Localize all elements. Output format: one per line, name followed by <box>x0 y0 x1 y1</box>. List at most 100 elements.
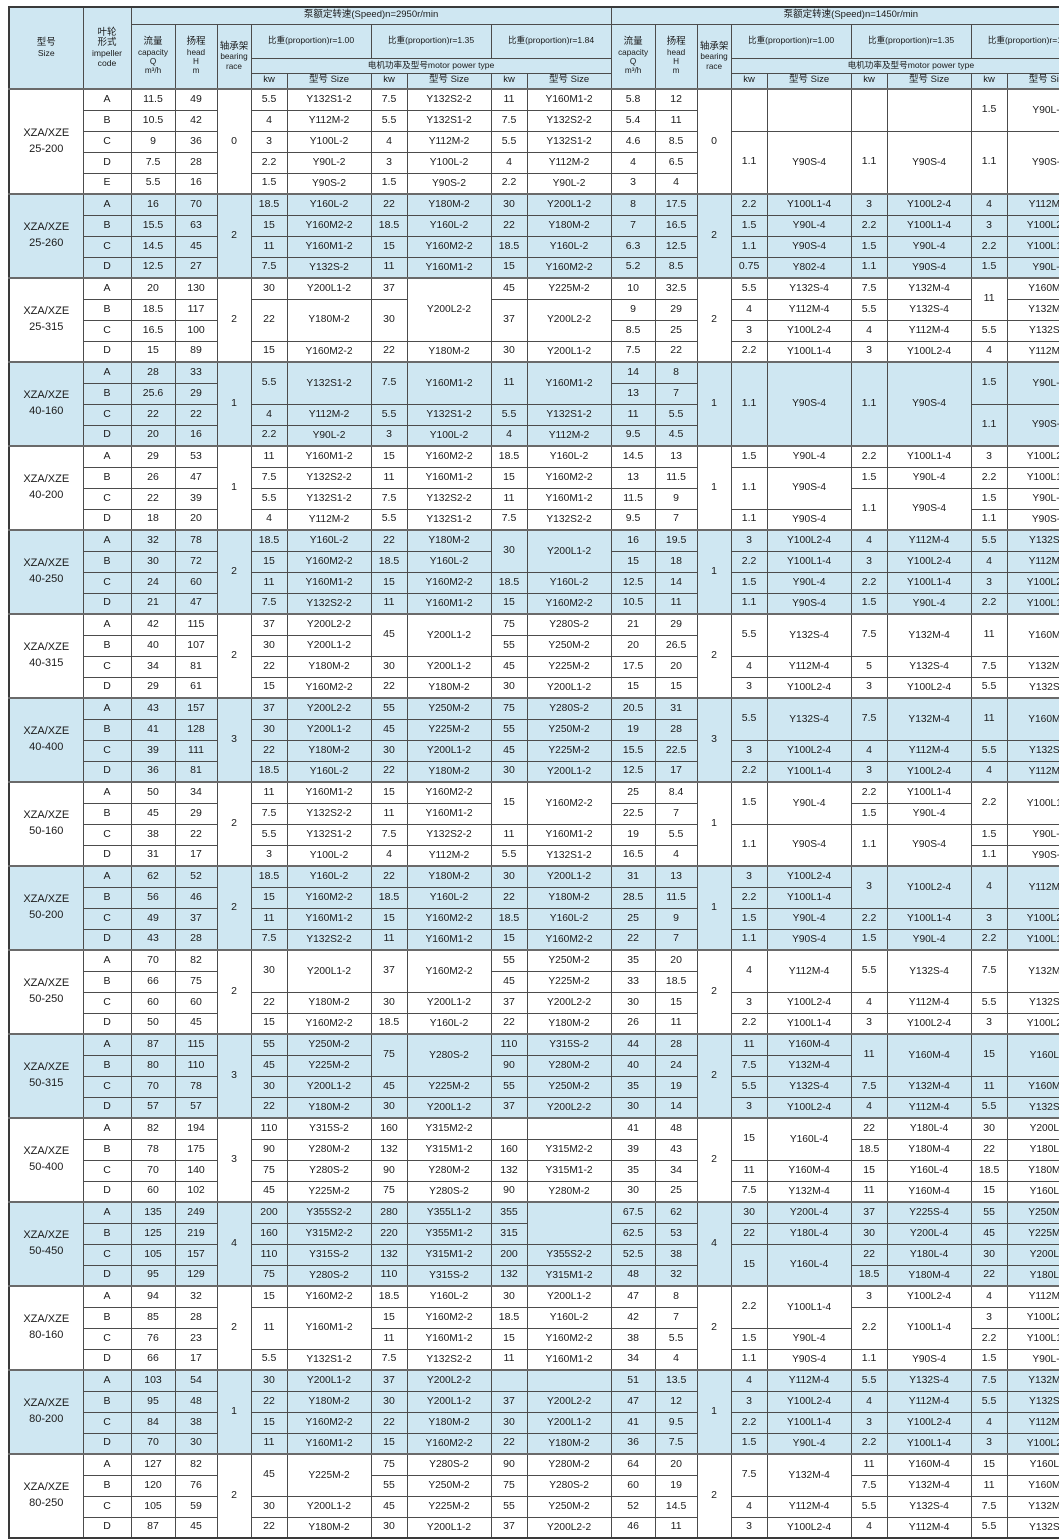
motor-model-1450: Y90L-4 <box>1006 823 1059 846</box>
bearing-race-1450: 2 <box>696 193 732 279</box>
motor-kw-2950: 15 <box>370 571 408 594</box>
capacity-1450: 7.5 <box>610 340 656 363</box>
motor-model-1450: Y132M-4 <box>886 1075 972 1098</box>
motor-kw-2950: 90 <box>490 1180 528 1203</box>
impeller-code: D <box>82 424 132 447</box>
motor-kw-1450: 5.5 <box>730 613 768 657</box>
header-bearing-en2-2: race <box>706 61 723 71</box>
impeller-code: A <box>82 1369 132 1392</box>
motor-model-1450: Y90S-4 <box>766 592 852 615</box>
motor-model-2950: Y180M-2 <box>406 865 492 888</box>
header-bearing-2950: 轴承架 bearing race <box>216 23 252 90</box>
header-kw-2: kw <box>370 72 408 90</box>
table-row: XZA/XZE 40-200 A 29 53 1 11 Y160M1-2 15 Y160M2-2 1… <box>8 445 1059 531</box>
motor-kw-1450: 5.5 <box>970 529 1008 552</box>
motor-model-2950: Y90L-2 <box>526 172 612 195</box>
motor-kw-2950: 30 <box>370 298 408 342</box>
impeller-code: C <box>82 1495 132 1518</box>
pump-size-line2: 50-315 <box>29 1077 64 1089</box>
bearing-race-2950: 4 <box>216 1201 252 1287</box>
motor-model-2950: Y160L-2 <box>406 1285 492 1308</box>
motor-model-2950: Y315M1-2 <box>406 1138 492 1161</box>
motor-kw-2950: 355 <box>490 1201 528 1224</box>
motor-model-1450: Y112M-4 <box>886 1096 972 1119</box>
motor-kw-2950: 5.5 <box>250 487 288 510</box>
table-row: XZA/XZE 50-200 A 62 52 2 18.5 Y160L-2 22 Y180M-2 3… <box>8 865 1059 951</box>
table-row: XZA/XZE 40-250 A 32 78 2 18.5 Y160L-2 22 Y180M-2 3… <box>8 529 1059 615</box>
motor-kw-2950: 4 <box>250 508 288 531</box>
capacity-2950: 105 <box>130 1243 176 1266</box>
head-1450: 7 <box>654 802 698 825</box>
impeller-code: C <box>82 1243 132 1266</box>
motor-model-1450: Y100L2-4 <box>766 529 852 552</box>
table-row: C 9 36 3 Y100L-2 4 Y112M-2 5.5 Y132S1-2 4.6 8.5 1.1… <box>9 130 1059 195</box>
motor-model-2950: Y160M2-2 <box>526 781 612 825</box>
table-row: D 36 81 18.5 Y160L-2 22 Y180M-2 30 Y200L1-2 12.5 1… <box>9 760 1059 783</box>
motor-kw-1450: 1.1 <box>730 361 768 447</box>
motor-model-2950: Y132S2-2 <box>286 928 372 951</box>
motor-model-1450: Y90S-4 <box>886 487 972 531</box>
capacity-1450: 12.5 <box>610 571 656 594</box>
header-kw-3: kw <box>490 72 528 90</box>
header-head-cn: 扬程 <box>186 36 206 48</box>
header-prop-135-2950: 比重(proportion)r=1.35 <box>370 23 492 59</box>
capacity-1450: 3 <box>610 172 656 195</box>
capacity-1450: 22 <box>610 928 656 951</box>
motor-model-1450: Y90S-4 <box>886 256 972 279</box>
pump-specification-table: 型号 Size 叶轮 形式 impeller code 泵额定转速(Speed)… <box>8 6 1059 1539</box>
capacity-2950: 50 <box>130 1012 176 1035</box>
motor-kw-1450: 15 <box>850 1159 888 1182</box>
motor-model-1450 <box>886 88 972 132</box>
pump-size-line1: XZA/XZE <box>23 389 70 402</box>
motor-kw-2950: 7.5 <box>490 508 528 531</box>
motor-kw-1450: 3 <box>730 1096 768 1119</box>
motor-kw-1450: 11 <box>730 1033 768 1056</box>
capacity-2950: 70 <box>130 949 176 972</box>
capacity-1450: 13 <box>610 382 656 405</box>
motor-model-1450: Y100L1-4 <box>886 571 972 594</box>
capacity-2950: 11.5 <box>130 88 176 111</box>
motor-kw-2950: 220 <box>370 1222 408 1245</box>
motor-model-2950: Y200L1-2 <box>406 739 492 762</box>
head-2950: 29 <box>174 802 218 825</box>
motor-model-1450: Y132S-4 <box>886 949 972 993</box>
motor-kw-2950: 11 <box>250 235 288 258</box>
motor-model-1450: Y180L-4 <box>766 1222 852 1245</box>
motor-kw-2950: 37 <box>370 949 408 993</box>
motor-kw-1450: 11 <box>850 1453 888 1476</box>
motor-kw-1450: 2.2 <box>730 193 768 216</box>
motor-kw-1450: 2.2 <box>850 907 888 930</box>
head-2950: 47 <box>174 592 218 615</box>
motor-model-2950: Y200L1-2 <box>286 949 372 993</box>
motor-model-2950: Y200L2-2 <box>406 277 492 342</box>
motor-kw-2950: 15 <box>250 676 288 699</box>
motor-model-1450: Y112M-4 <box>766 298 852 321</box>
bearing-race-1450: 2 <box>696 1033 732 1119</box>
motor-kw-1450: 5.5 <box>970 676 1008 699</box>
motor-model-1450: Y100L1-4 <box>1006 235 1059 258</box>
motor-kw-1450: 2.2 <box>970 592 1008 615</box>
motor-model-2950: Y200L1-2 <box>526 340 612 363</box>
motor-model-2950: Y160M1-2 <box>406 592 492 615</box>
motor-kw-1450: 4 <box>730 298 768 321</box>
motor-model-2950: Y90L-2 <box>286 151 372 174</box>
capacity-2950: 24 <box>130 571 176 594</box>
motor-model-1450: Y112M-4 <box>886 991 972 1014</box>
impeller-code: B <box>82 550 132 573</box>
pump-size-line1: XZA/XZE <box>23 1229 70 1242</box>
motor-kw-2950: 132 <box>490 1159 528 1182</box>
motor-kw-1450: 2.2 <box>730 886 768 909</box>
motor-model-2950: Y160M2-2 <box>406 949 492 993</box>
motor-kw-2950: 18.5 <box>490 235 528 258</box>
head-1450: 11 <box>654 1012 698 1035</box>
motor-kw-1450: 2.2 <box>730 1411 768 1434</box>
motor-model-2950: Y160M1-2 <box>526 88 612 111</box>
capacity-1450: 17.5 <box>610 655 656 678</box>
capacity-2950: 105 <box>130 1495 176 1518</box>
table-row: XZA/XZE 80-250 A 127 82 2 45 Y225M-2 75 Y280S-2 90… <box>8 1453 1059 1539</box>
motor-model-1450: Y100L1-4 <box>886 1306 972 1350</box>
motor-kw-1450: 22 <box>850 1117 888 1140</box>
capacity-2950: 49 <box>130 907 176 930</box>
impeller-code: D <box>82 1348 132 1371</box>
head-2950: 42 <box>174 109 218 132</box>
